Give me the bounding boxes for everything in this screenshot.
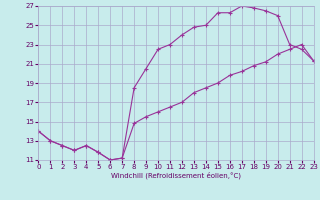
X-axis label: Windchill (Refroidissement éolien,°C): Windchill (Refroidissement éolien,°C) <box>111 172 241 179</box>
